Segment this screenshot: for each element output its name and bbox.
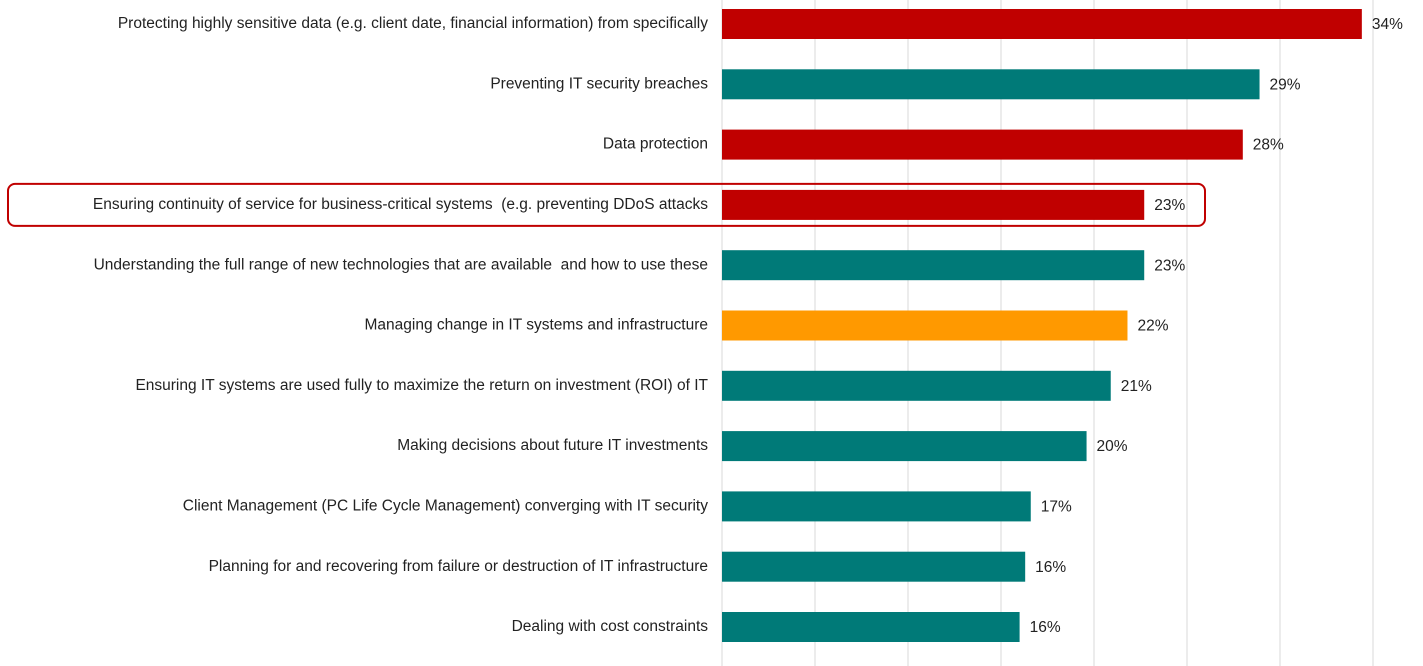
- category-label: Ensuring IT systems are used fully to ma…: [135, 377, 708, 394]
- bar: [722, 129, 1243, 160]
- category-label: Dealing with cost constraints: [512, 618, 709, 635]
- bar: [722, 612, 1020, 642]
- bar: [722, 551, 1026, 582]
- category-label: Understanding the full range of new tech…: [94, 256, 708, 273]
- bar: [722, 250, 1145, 281]
- value-label: 16%: [1030, 619, 1061, 636]
- category-label: Data protection: [603, 136, 708, 153]
- bar: [722, 310, 1128, 341]
- bar: [722, 69, 1260, 100]
- category-label: Protecting highly sensitive data (e.g. c…: [118, 15, 708, 32]
- value-label: 23%: [1154, 197, 1185, 214]
- category-label: Managing change in IT systems and infras…: [365, 317, 708, 334]
- bar: [722, 189, 1145, 220]
- category-label: Making decisions about future IT investm…: [397, 437, 708, 454]
- bar: [722, 491, 1031, 522]
- category-label: Ensuring continuity of service for busin…: [93, 196, 708, 213]
- bar: [722, 431, 1087, 462]
- value-label: 34%: [1372, 16, 1403, 33]
- value-label: 16%: [1035, 559, 1066, 576]
- value-label: 20%: [1097, 438, 1128, 455]
- category-label: Planning for and recovering from failure…: [209, 558, 708, 575]
- category-label: Client Management (PC Life Cycle Managem…: [183, 497, 708, 514]
- value-label: 21%: [1121, 378, 1152, 395]
- bar: [722, 9, 1362, 39]
- value-label: 28%: [1253, 137, 1284, 154]
- bar: [722, 370, 1111, 401]
- value-label: 17%: [1041, 498, 1072, 515]
- value-label: 29%: [1270, 76, 1301, 93]
- highlight-box: [7, 182, 1206, 227]
- value-label: 23%: [1154, 257, 1185, 274]
- value-label: 22%: [1137, 318, 1168, 335]
- category-label: Preventing IT security breaches: [490, 75, 708, 92]
